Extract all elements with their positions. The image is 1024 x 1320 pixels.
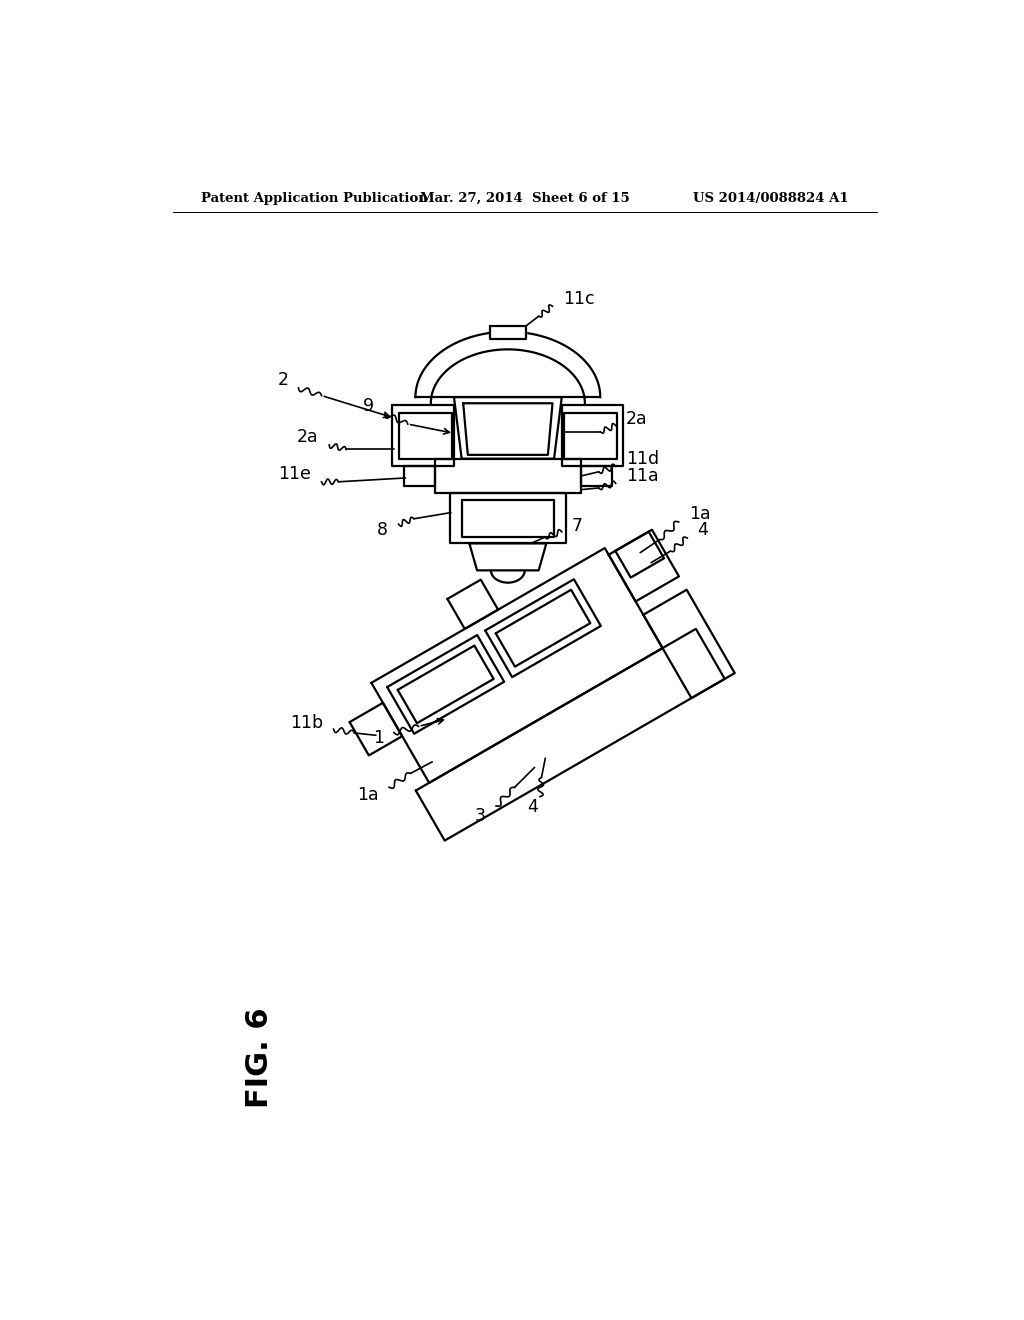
Polygon shape bbox=[451, 494, 565, 544]
Text: FIG. 6: FIG. 6 bbox=[246, 1007, 274, 1107]
Text: 11d: 11d bbox=[626, 450, 658, 467]
Polygon shape bbox=[469, 544, 547, 570]
Polygon shape bbox=[454, 397, 562, 459]
Text: Mar. 27, 2014  Sheet 6 of 15: Mar. 27, 2014 Sheet 6 of 15 bbox=[420, 191, 630, 205]
Polygon shape bbox=[372, 548, 663, 783]
Text: 4: 4 bbox=[526, 797, 538, 816]
Text: 2a: 2a bbox=[626, 409, 647, 428]
Text: 1a: 1a bbox=[689, 506, 711, 523]
Polygon shape bbox=[608, 529, 679, 602]
Text: US 2014/0088824 A1: US 2014/0088824 A1 bbox=[692, 191, 848, 205]
Text: 1a: 1a bbox=[356, 785, 378, 804]
Polygon shape bbox=[387, 635, 504, 734]
Text: 9: 9 bbox=[362, 397, 374, 416]
Text: 11a: 11a bbox=[626, 467, 658, 484]
Text: 7: 7 bbox=[571, 516, 583, 535]
Text: 1: 1 bbox=[373, 729, 384, 747]
Text: 3: 3 bbox=[475, 807, 486, 825]
Text: 2: 2 bbox=[278, 371, 289, 389]
Polygon shape bbox=[447, 579, 498, 628]
Polygon shape bbox=[416, 628, 725, 841]
Text: 2a: 2a bbox=[297, 428, 318, 446]
Text: Patent Application Publication: Patent Application Publication bbox=[202, 191, 428, 205]
Polygon shape bbox=[643, 590, 735, 698]
Text: 11c: 11c bbox=[563, 290, 595, 309]
Polygon shape bbox=[416, 331, 600, 397]
Text: 4: 4 bbox=[697, 521, 709, 540]
Polygon shape bbox=[435, 459, 581, 494]
Text: 8: 8 bbox=[377, 520, 388, 539]
Polygon shape bbox=[392, 405, 454, 466]
Polygon shape bbox=[581, 466, 611, 486]
Text: 11b: 11b bbox=[291, 714, 324, 733]
Text: 11e: 11e bbox=[278, 465, 310, 483]
Polygon shape bbox=[485, 579, 601, 677]
Polygon shape bbox=[490, 326, 525, 339]
Polygon shape bbox=[349, 702, 402, 755]
Polygon shape bbox=[403, 466, 435, 486]
Polygon shape bbox=[562, 405, 624, 466]
